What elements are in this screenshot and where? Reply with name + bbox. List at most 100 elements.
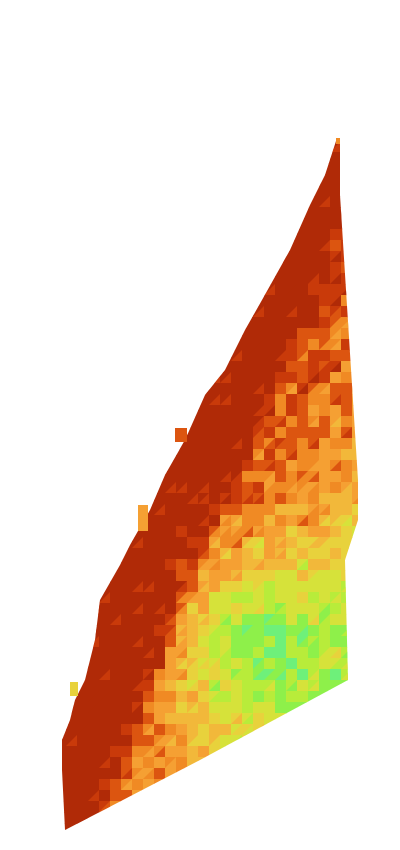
heatmap-cell (99, 603, 111, 615)
heatmap-cell (62, 174, 67, 186)
heatmap-cell (363, 537, 375, 549)
heatmap-cell (308, 339, 320, 351)
heatmap-cell (99, 834, 111, 846)
heatmap-cell (319, 306, 331, 318)
heatmap-cell (319, 493, 331, 505)
heatmap-cell (77, 834, 89, 846)
heatmap-cell (297, 273, 309, 285)
heatmap-cell (363, 273, 375, 285)
heatmap-cell (154, 141, 166, 153)
heatmap-cell (253, 138, 265, 142)
heatmap-facet (330, 658, 341, 669)
heatmap-cell (62, 559, 67, 571)
heatmap-facet (220, 306, 231, 317)
heatmap-cell (330, 570, 342, 582)
heatmap-facet (341, 757, 352, 768)
heatmap-cell (231, 504, 243, 516)
heatmap-cell (297, 702, 309, 714)
heatmap-cell (154, 405, 166, 417)
heatmap-cell (275, 658, 287, 670)
heatmap-facet (77, 196, 88, 207)
heatmap-cell (220, 636, 232, 648)
heatmap-cell (143, 218, 155, 230)
heatmap-facet (352, 680, 358, 691)
heatmap-cell (253, 273, 265, 285)
heatmap-cell (209, 801, 221, 813)
heatmap-cell (165, 284, 177, 296)
heatmap-cell (209, 306, 221, 318)
heatmap-cell (62, 207, 67, 219)
heatmap-cell (66, 361, 78, 373)
heatmap-cell (352, 625, 358, 637)
heatmap-facet (88, 636, 99, 647)
heatmap-cell (176, 174, 188, 186)
heatmap-cell (242, 570, 254, 582)
heatmap-cell (176, 526, 188, 538)
heatmap-cell (297, 757, 309, 769)
heatmap-facet (264, 438, 275, 449)
heatmap-cell (176, 812, 188, 824)
heatmap-cell (363, 372, 375, 384)
heatmap-facet (176, 801, 187, 812)
heatmap-facet (165, 251, 176, 262)
heatmap-facet (99, 460, 110, 471)
heatmap-cell (275, 163, 287, 175)
heatmap-cell (121, 416, 133, 428)
heatmap-cell (165, 570, 177, 582)
heatmap-cell (297, 526, 309, 538)
heatmap-cell (253, 625, 265, 637)
heatmap-cell (220, 174, 232, 186)
heatmap-cell (330, 559, 342, 571)
heatmap-cell (176, 790, 188, 802)
heatmap-cell (99, 229, 111, 241)
heatmap-cell (121, 823, 133, 830)
heatmap-cell (154, 438, 166, 450)
heatmap-facet (330, 460, 341, 471)
heatmap-cell (264, 295, 276, 307)
heatmap-cell (330, 438, 342, 450)
heatmap-facet (165, 262, 176, 273)
heatmap-cell (363, 240, 375, 252)
heatmap-cell (352, 306, 358, 318)
heatmap-cell (363, 339, 375, 351)
heatmap-cell (66, 416, 78, 428)
heatmap-cell (132, 669, 144, 681)
heatmap-cell (220, 306, 232, 318)
heatmap-cell (308, 152, 320, 164)
heatmap-cell (62, 691, 67, 703)
heatmap-cell (319, 273, 331, 285)
heatmap-cell (132, 229, 144, 241)
heatmap-cell (88, 218, 100, 230)
heatmap-cell (143, 372, 155, 384)
heatmap-cell (242, 581, 254, 593)
heatmap-facet (231, 768, 242, 779)
heatmap-cell (209, 350, 221, 362)
heatmap-cell (253, 548, 265, 560)
heatmap-cell (209, 548, 221, 560)
heatmap-cell (341, 152, 353, 164)
heatmap-cell (121, 372, 133, 384)
heatmap-cell (363, 427, 375, 439)
heatmap-cell (275, 647, 287, 659)
heatmap-cell (62, 790, 67, 802)
heatmap-cell (286, 493, 298, 505)
heatmap-cell (165, 372, 177, 384)
heatmap-cell (297, 163, 309, 175)
heatmap-cell (264, 328, 276, 340)
heatmap-cell (363, 207, 375, 219)
heatmap-cell (286, 746, 298, 758)
heatmap-facet (154, 790, 165, 801)
heatmap-cell (165, 141, 177, 153)
heatmap-cell (198, 427, 210, 439)
heatmap-facet (352, 493, 358, 504)
heatmap-cell (341, 559, 353, 571)
heatmap-cell (88, 449, 100, 461)
heatmap-cell (341, 174, 353, 186)
heatmap-cell (275, 383, 287, 395)
heatmap-cell (110, 438, 122, 450)
heatmap-cell (110, 471, 122, 483)
heatmap-cell (330, 636, 342, 648)
heatmap-cell (220, 405, 232, 417)
heatmap-cell (275, 515, 287, 527)
